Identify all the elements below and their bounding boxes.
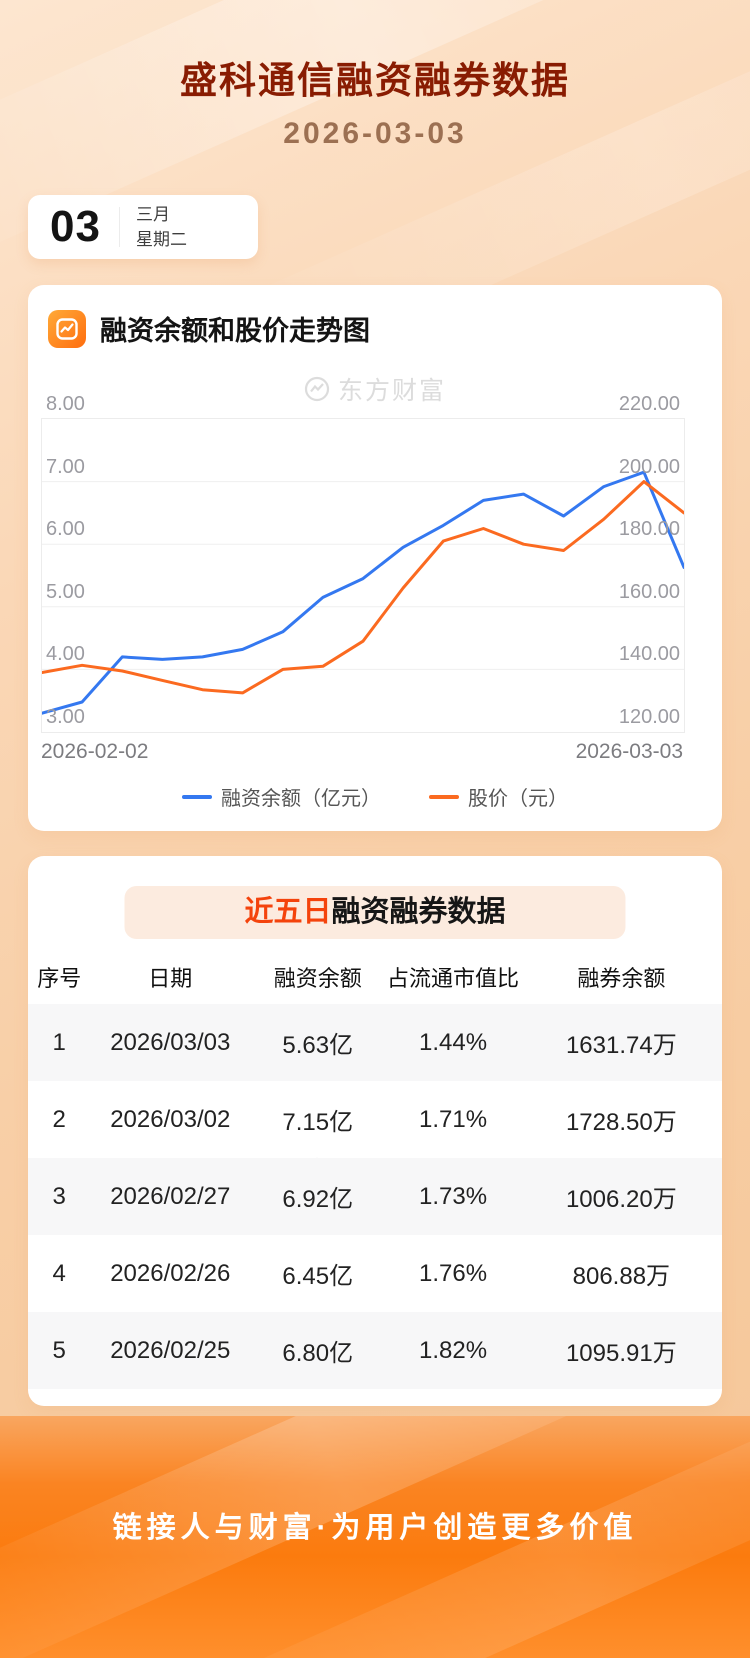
- table-row: 3 2026/02/27 6.92亿 1.73% 1006.20万: [28, 1158, 722, 1235]
- table-cell: 1.73%: [419, 1182, 488, 1210]
- table-cell: 5: [52, 1336, 66, 1364]
- table-cell: 1.44%: [419, 1028, 488, 1056]
- y-axis-tick-left: 6.00: [46, 518, 85, 541]
- y-axis-tick-right: 180.00: [618, 518, 680, 541]
- table-cell: 1: [52, 1028, 66, 1056]
- table-cell: 6.92亿: [282, 1186, 354, 1213]
- table-cell: 1631.74万: [565, 1032, 677, 1059]
- legend-label: 融资余额（亿元）: [221, 788, 381, 810]
- date-month: 三月: [135, 204, 170, 224]
- trend-chart-icon: [48, 309, 86, 348]
- table-cell: 2026/03/03: [110, 1028, 231, 1056]
- y-axis-tick-left: 3.00: [46, 706, 85, 728]
- table-cell: 2: [52, 1105, 66, 1133]
- table-cell: 2026/02/25: [110, 1336, 231, 1364]
- legend-item: 股价（元）: [429, 782, 568, 811]
- table-cell: 7.15亿: [282, 1109, 354, 1136]
- column-header: 占流通市值比: [387, 966, 520, 991]
- table-body: 1 2026/03/03 5.63亿 1.44% 1631.74万 2 2026/03/02…: [28, 1004, 722, 1389]
- table-cell: 6.45亿: [282, 1263, 354, 1290]
- y-axis-tick-left: 7.00: [46, 455, 85, 478]
- chart-svg: [42, 470, 684, 715]
- table-cell: 2026/02/27: [110, 1182, 231, 1210]
- table-title: 近五日融资融券数据: [124, 886, 626, 939]
- footer: 链接人与财富·为用户创造更多价值: [0, 1416, 750, 1658]
- table-cell: 3: [52, 1182, 66, 1210]
- eastmoney-logo-icon: [304, 376, 330, 402]
- date-card: 03 三月 星期二: [28, 195, 258, 259]
- x-axis-start-label: 2026-02-02: [41, 740, 149, 763]
- y-axis-tick-right: 120.00: [618, 706, 680, 728]
- date-day: 03: [50, 202, 101, 251]
- date-weekday: 星期二: [135, 230, 187, 249]
- page-title: 盛科通信融资融券数据: [180, 60, 570, 101]
- x-axis-end-label: 2026-03-03: [575, 740, 683, 763]
- column-header: 融券余额: [577, 966, 666, 991]
- x-axis-labels: 2026-02-02 2026-03-03: [41, 740, 683, 764]
- column-header: 日期: [148, 966, 193, 991]
- table-cell: 6.80亿: [282, 1340, 354, 1367]
- table-cell: 2026/02/26: [110, 1259, 231, 1287]
- footer-slogan: 链接人与财富·为用户创造更多价值: [112, 1512, 638, 1544]
- table-cell: 1.71%: [419, 1105, 488, 1133]
- y-axis-tick-right: 160.00: [618, 580, 680, 603]
- table-cell: 5.63亿: [282, 1032, 354, 1059]
- table-cell: 4: [52, 1259, 66, 1287]
- legend-marker: [429, 794, 459, 799]
- header-date: 2026-03-03: [283, 117, 467, 150]
- y-axis-tick-left: 4.00: [46, 643, 85, 666]
- table-row: 1 2026/03/03 5.63亿 1.44% 1631.74万: [28, 1004, 722, 1081]
- table-cell: 1728.50万: [565, 1109, 677, 1136]
- table-header: 序号 日期 融资余额 占流通市值比 融券余额: [28, 950, 722, 1004]
- table-cell: 1006.20万: [565, 1186, 677, 1213]
- chart-plot: 8.00 7.00 6.00 5.00 4.00 3.00 220.00 200.00 180.…: [41, 393, 685, 733]
- legend-item: 融资余额（亿元）: [182, 782, 381, 811]
- table-cell: 806.88万: [572, 1263, 671, 1290]
- y-axis-tick-right: 220.00: [618, 393, 680, 415]
- y-axis-tick-left: 8.00: [46, 393, 85, 415]
- table-title-rest: 融资融券数据: [331, 896, 506, 928]
- y-axis-tick-right: 140.00: [618, 643, 680, 666]
- chart-title: 融资余额和股价走势图: [100, 316, 370, 346]
- column-header: 融资余额: [273, 966, 362, 991]
- divider: [118, 207, 120, 247]
- y-axis-tick-right: 200.00: [618, 455, 680, 478]
- chart-card: 融资余额和股价走势图 东方财富 8.00 7.00 6.00 5.00 4.00 3.00…: [28, 285, 722, 831]
- table-cell: 1095.91万: [565, 1340, 677, 1367]
- legend-label: 股价（元）: [468, 788, 568, 810]
- table-row: 5 2026/02/25 6.80亿 1.82% 1095.91万: [28, 1312, 722, 1389]
- table-cell: 1.82%: [419, 1336, 488, 1364]
- table-cell: 1.76%: [419, 1259, 488, 1287]
- chart-legend: 融资余额（亿元） 股价（元）: [28, 782, 722, 811]
- table-row: 2 2026/03/02 7.15亿 1.71% 1728.50万: [28, 1081, 722, 1158]
- table-row: 4 2026/02/26 6.45亿 1.76% 806.88万: [28, 1235, 722, 1312]
- table-title-highlight: 近五日: [244, 896, 332, 928]
- column-header: 序号: [37, 966, 82, 991]
- y-axis-tick-left: 5.00: [46, 580, 85, 603]
- table-cell: 2026/03/02: [110, 1105, 231, 1133]
- watermark-text: 东方财富: [337, 377, 446, 405]
- legend-marker: [182, 794, 212, 799]
